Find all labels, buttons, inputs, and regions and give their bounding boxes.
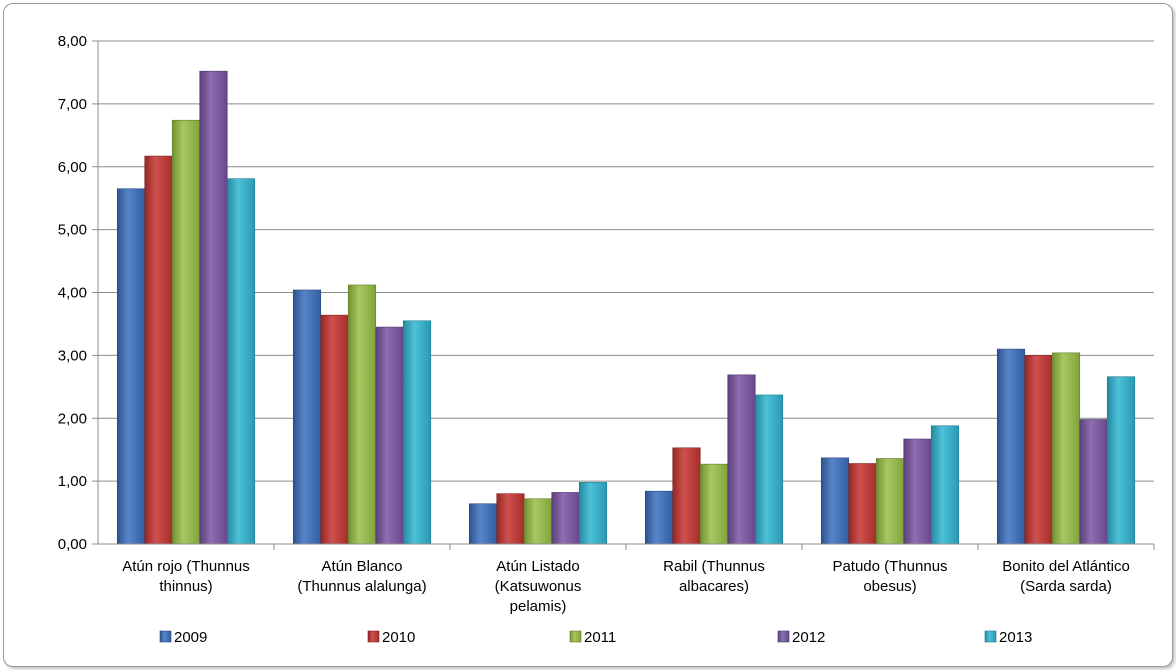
bar-2012-4: [903, 438, 932, 545]
bar-2011-0: [171, 119, 201, 545]
bar-2012-1: [375, 326, 404, 545]
bar-2010-2: [496, 493, 525, 545]
y-tick-label: 7,00: [58, 96, 87, 113]
bar-2013-3: [754, 394, 784, 545]
y-tick-label: 6,00: [58, 159, 87, 176]
bar-2013-1: [402, 320, 432, 545]
bar-2010-0: [144, 155, 173, 545]
bar-2010-4: [848, 463, 877, 545]
bar-2009-3: [644, 490, 674, 545]
x-category-label: Atún Listado (Katsuwonus pelamis): [495, 558, 582, 615]
bar-2009-2: [468, 503, 498, 545]
bar-2010-1: [320, 314, 349, 545]
bar-2011-2: [523, 498, 553, 545]
bar-2009-1: [292, 289, 322, 545]
x-axis-category-labels: Atún rojo (Thunnus thinnus) Atún Blanco (Th…: [122, 558, 1130, 615]
x-category-label: Patudo (Thunnus obesus): [832, 558, 947, 595]
x-category-label: Atún rojo (Thunnus thinnus): [122, 558, 250, 595]
bar-2009-0: [116, 188, 146, 545]
legend-swatch-2011: [569, 630, 582, 643]
legend: 2009 2010 2011 2012 2013: [159, 629, 1032, 646]
legend-label-2009: 2009: [174, 629, 207, 646]
legend-swatch-2010: [367, 630, 380, 643]
bar-2013-2: [578, 482, 608, 545]
y-tick-label: 8,00: [58, 33, 87, 50]
bar-2013-0: [226, 178, 256, 545]
x-category-label: Bonito del Atlántico (Sarda sarda): [1002, 558, 1130, 595]
legend-swatch-2013: [984, 630, 997, 643]
legend-label-2012: 2012: [792, 629, 825, 646]
legend-swatch-2009: [159, 630, 172, 643]
bar-2010-5: [1024, 355, 1053, 545]
x-category-label: Atún Blanco (Thunnus alalunga): [297, 558, 426, 595]
y-tick-label: 2,00: [58, 410, 87, 427]
bar-2012-5: [1079, 419, 1108, 545]
y-tick-label: 3,00: [58, 347, 87, 364]
bar-2009-4: [820, 457, 850, 545]
legend-swatch-2012: [777, 630, 790, 643]
bar-2013-5: [1106, 376, 1136, 545]
legend-label-2013: 2013: [999, 629, 1032, 646]
y-axis-tick-labels: 0,00 1,00 2,00 3,00 4,00 5,00 6,00 7,00 8,00: [58, 33, 87, 553]
y-tick-label: 4,00: [58, 285, 87, 302]
bar-2013-4: [930, 425, 960, 545]
bar-2011-1: [347, 284, 377, 545]
legend-label-2011: 2011: [584, 629, 616, 646]
legend-label-2010: 2010: [382, 629, 415, 646]
y-tick-label: 0,00: [58, 536, 87, 553]
y-tick-label: 5,00: [58, 222, 87, 239]
bar-2011-4: [875, 458, 905, 545]
bar-2011-3: [699, 463, 729, 545]
bars: [116, 70, 1136, 545]
bar-2011-5: [1051, 352, 1081, 545]
bar-2012-3: [727, 374, 756, 545]
bar-2009-5: [996, 348, 1026, 545]
bar-2010-3: [672, 447, 701, 545]
y-tick-label: 1,00: [58, 473, 87, 490]
bar-2012-2: [551, 492, 580, 545]
x-category-label: Rabil (Thunnus albacares): [663, 558, 765, 595]
bar-2012-0: [199, 70, 228, 545]
gridlines: [92, 40, 1154, 545]
axes: [97, 41, 1155, 550]
